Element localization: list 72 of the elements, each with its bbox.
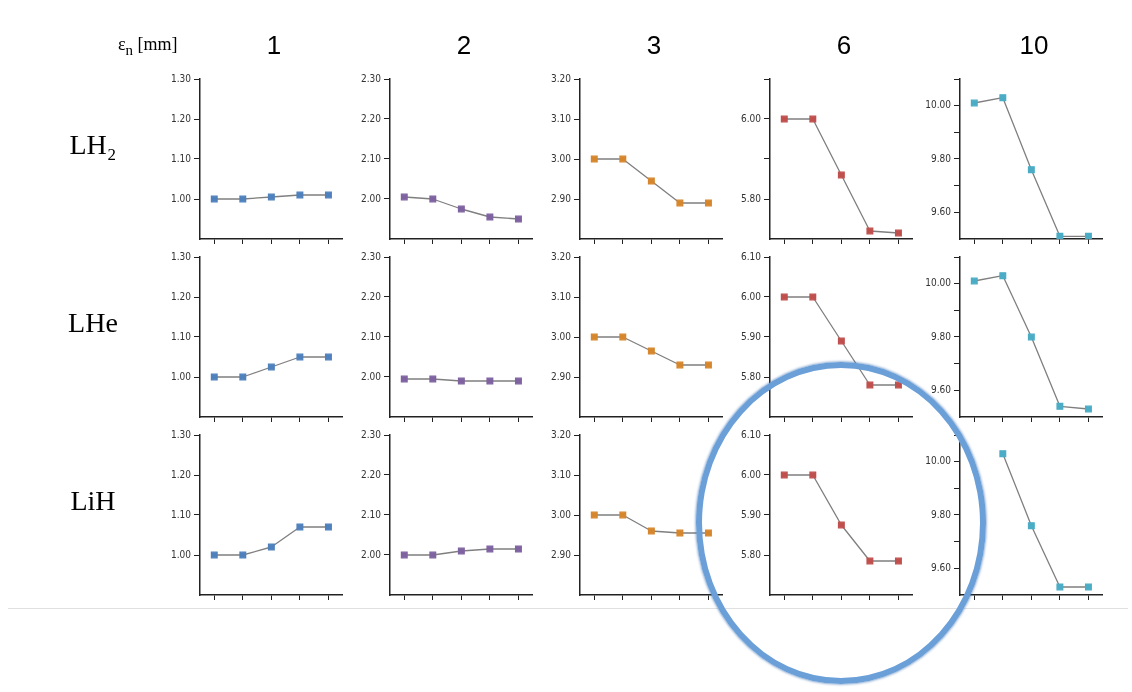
y-tick-label: 9.60: [930, 561, 952, 573]
y-tick-label: 5.80: [740, 192, 762, 204]
y-tick-label: 9.80: [930, 508, 952, 520]
y-tick-label: 2.90: [550, 192, 572, 204]
point: [1056, 232, 1064, 239]
y-tick-label: 3.20: [550, 250, 572, 262]
y-tick-label: 9.80: [930, 330, 952, 342]
y-tick-label: 1.10: [170, 330, 192, 342]
point: [1027, 166, 1035, 174]
y-tick-label: 6.10: [740, 428, 762, 440]
y-tick-label: 9.60: [930, 383, 952, 395]
y-tick-label: 6.00: [740, 112, 762, 124]
y-tick-label: 6.10: [740, 250, 762, 262]
y-tick-label: 1.20: [170, 112, 192, 124]
y-tick-label: 1.30: [170, 72, 192, 84]
y-tick-label: 1.20: [170, 290, 192, 302]
y-tick-label: 1.30: [170, 428, 192, 440]
point: [1056, 402, 1064, 410]
y-tick-label: 10.00: [925, 99, 952, 111]
y-tick-label: 10.00: [925, 455, 952, 467]
y-tick-label: 2.00: [360, 548, 382, 560]
y-tick-label: 2.20: [360, 112, 382, 124]
y-tick-label: 3.10: [550, 290, 572, 302]
y-tick-label: 5.90: [740, 508, 762, 520]
y-tick-label: 3.00: [550, 152, 572, 164]
y-tick-label: 2.90: [550, 370, 572, 382]
y-axis-title: LiH: [69, 485, 117, 517]
y-tick-label: 2.10: [360, 330, 382, 342]
y-tick-label: 2.10: [360, 508, 382, 520]
y-tick-label: 1.00: [170, 192, 192, 204]
y-tick-label: 2.00: [360, 370, 382, 382]
y-tick-label: 5.80: [740, 548, 762, 560]
y-tick-label: 3.20: [550, 72, 572, 84]
y-tick-label: 2.30: [360, 72, 382, 84]
y-tick-label: 2.10: [360, 152, 382, 164]
y-axis-title: LHe: [67, 307, 119, 339]
y-tick-label: 2.30: [360, 250, 382, 262]
y-tick-label: 5.80: [740, 370, 762, 382]
y-axis-title: LH₂: [68, 129, 118, 161]
point: [1084, 232, 1092, 239]
y-tick-label: 1.10: [170, 508, 192, 520]
y-tick-label: 3.00: [550, 330, 572, 342]
chart-title: 3: [645, 30, 663, 61]
y-tick-label: 1.10: [170, 152, 192, 164]
point: [1027, 522, 1035, 530]
y-tick-label: 2.30: [360, 428, 382, 440]
chart-title: 1: [265, 30, 283, 61]
y-tick-label: 3.00: [550, 508, 572, 520]
text: ε$_{n}$ [mm]: [118, 34, 178, 59]
y-tick-label: 1.00: [170, 548, 192, 560]
y-tick-label: 2.90: [550, 548, 572, 560]
chart-title: 2: [455, 30, 473, 61]
point: [999, 450, 1007, 458]
y-tick-label: 9.80: [930, 152, 952, 164]
y-tick-label: 3.10: [550, 112, 572, 124]
point: [999, 272, 1007, 280]
y-tick-label: 1.00: [170, 370, 192, 382]
point: [999, 94, 1007, 102]
y-tick-label: 6.00: [740, 290, 762, 302]
chart-title: 10: [1018, 30, 1050, 61]
y-tick-label: 2.00: [360, 192, 382, 204]
y-tick-label: 3.10: [550, 468, 572, 480]
y-tick-label: 5.90: [740, 330, 762, 342]
y-tick-label: 2.20: [360, 468, 382, 480]
y-tick-label: 10.00: [925, 277, 952, 289]
y-tick-label: 2.20: [360, 290, 382, 302]
y-tick-label: 1.20: [170, 468, 192, 480]
y-tick-label: 3.20: [550, 428, 572, 440]
y-tick-label: 1.30: [170, 250, 192, 262]
y-tick-label: 9.60: [930, 205, 952, 217]
y-tick-label: 6.00: [740, 468, 762, 480]
chart-title: 6: [835, 30, 853, 61]
